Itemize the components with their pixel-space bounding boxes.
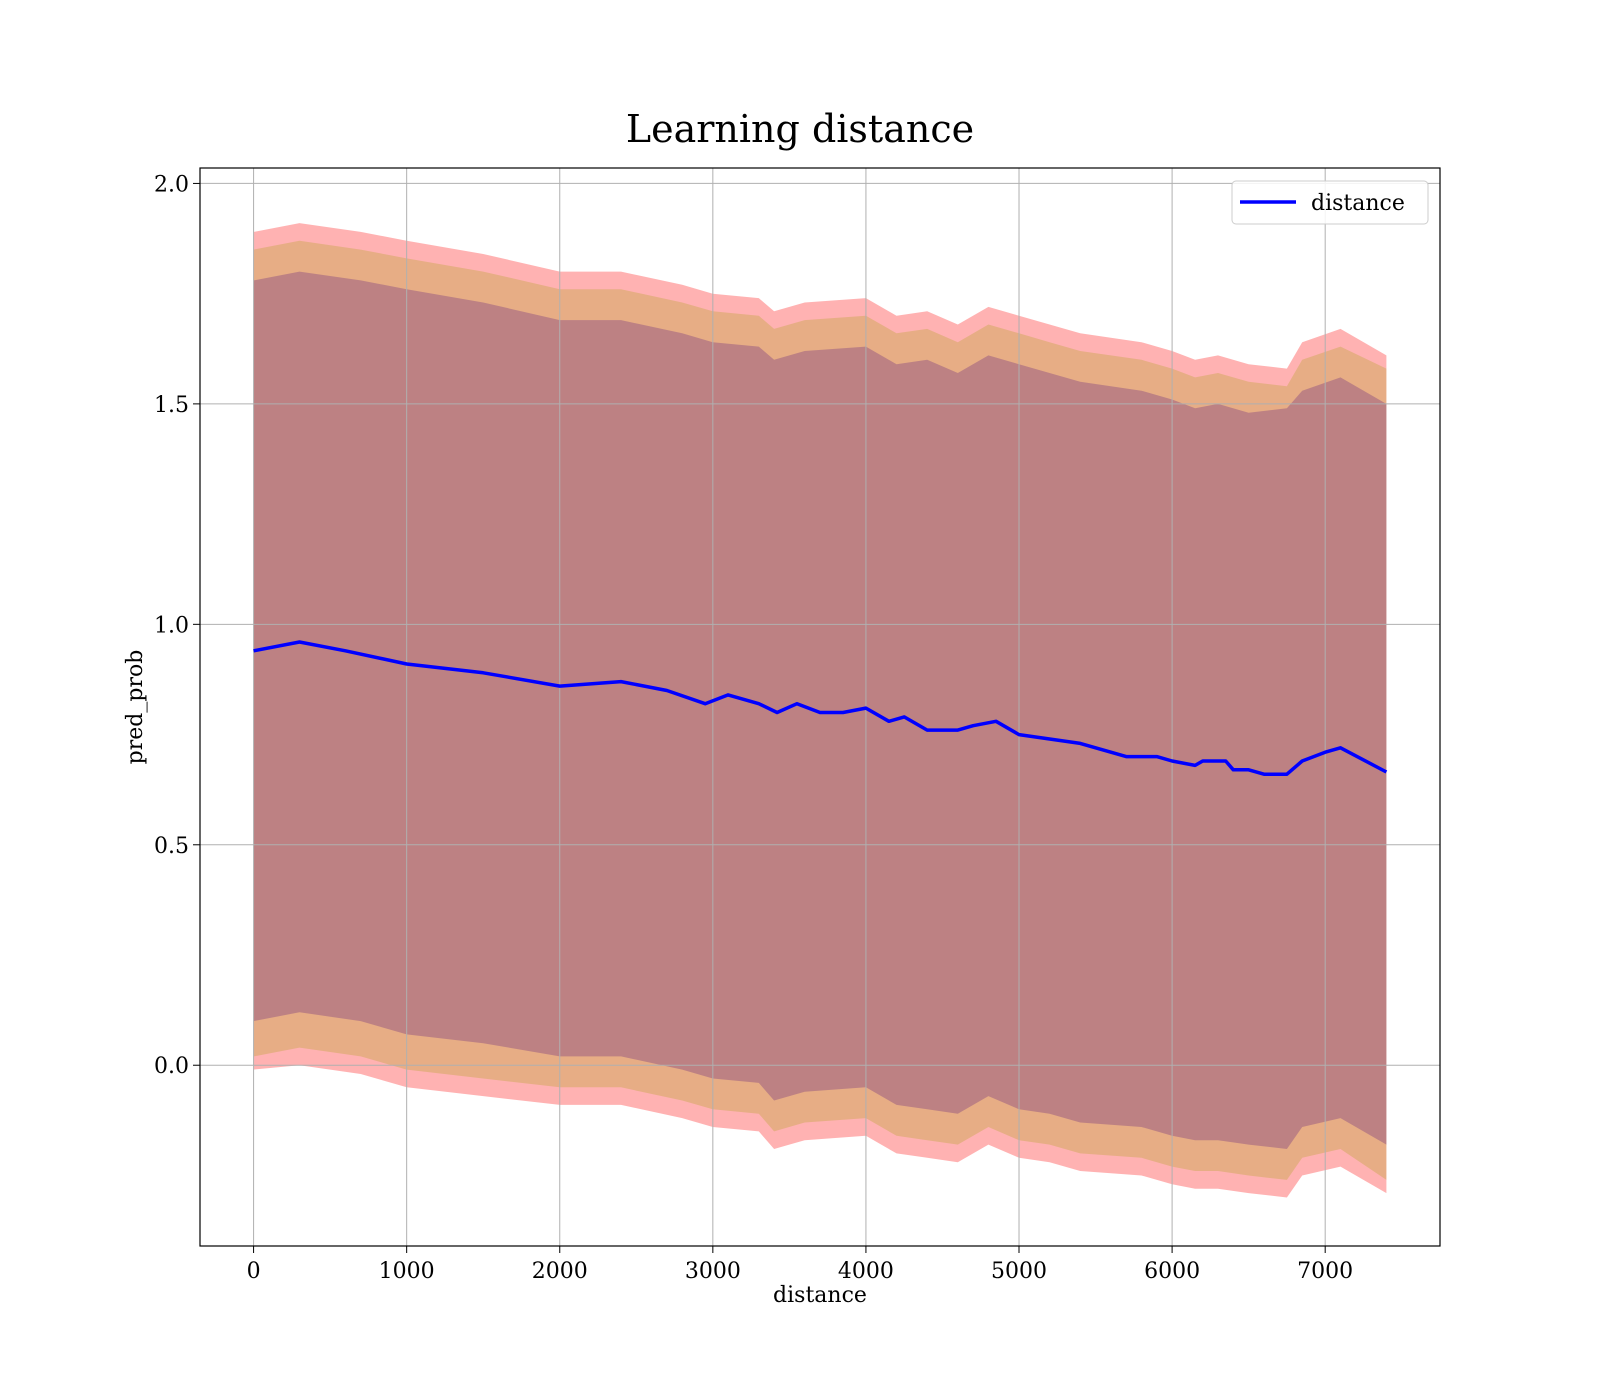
x-axis-label: distance: [773, 1283, 867, 1308]
x-tick-label: 7000: [1297, 1259, 1353, 1284]
confidence-bands: [253, 223, 1387, 1198]
y-tick-label: 0.5: [154, 834, 189, 859]
legend: distance: [1231, 180, 1429, 225]
band-1: [253, 240, 1387, 1180]
x-tick-label: 2000: [532, 1259, 588, 1284]
band-0: [253, 223, 1387, 1198]
x-axis-ticks: 0 1000 2000 3000 4000 5000 6000 7000: [247, 1246, 1353, 1284]
x-tick-label: 3000: [685, 1259, 741, 1284]
x-tick-label: 5000: [991, 1259, 1047, 1284]
band-2: [253, 271, 1387, 1150]
x-tick-label: 1000: [379, 1259, 435, 1284]
legend-box: [1231, 180, 1429, 225]
y-axis-label: pred_prob: [123, 650, 148, 765]
chart-title: Learning distance: [626, 107, 974, 151]
y-tick-label: 2.0: [154, 172, 189, 197]
y-tick-label: 1.5: [154, 393, 189, 418]
y-tick-label: 0.0: [154, 1054, 189, 1079]
series-lines: [253, 640, 1388, 776]
legend-label-distance: distance: [1311, 191, 1405, 216]
series-line-0: [253, 640, 1388, 776]
x-tick-label: 6000: [1144, 1259, 1200, 1284]
x-tick-label: 0: [247, 1259, 261, 1284]
grid-lines: [200, 168, 1440, 1246]
y-axis-ticks: 0.0 0.5 1.0 1.5 2.0: [154, 172, 200, 1079]
x-tick-label: 4000: [838, 1259, 894, 1284]
plot-frame: [199, 167, 1441, 1247]
y-tick-label: 1.0: [154, 613, 189, 638]
